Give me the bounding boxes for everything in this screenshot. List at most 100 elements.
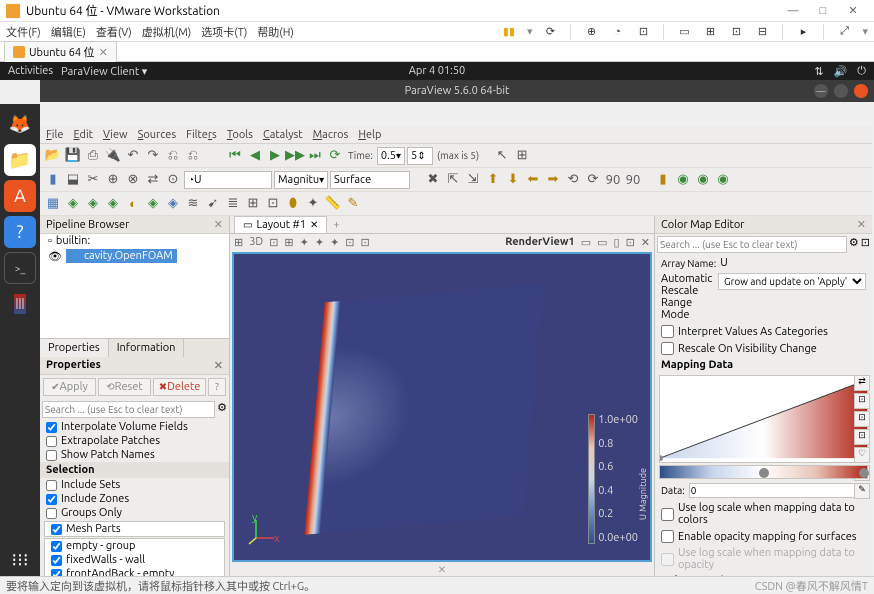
tool-icon[interactable]: ◉ [714,171,732,189]
apply-button[interactable]: ✔Apply [43,378,96,396]
tool-icon[interactable]: ▮ [654,171,672,189]
tool-icon[interactable]: ✂ [84,171,102,189]
tool-icon[interactable]: ⊕ [583,24,599,40]
rescale-mode-select[interactable]: Grow and update on 'Apply' [718,273,866,290]
tool-icon[interactable]: ◔ [609,24,625,40]
tool-icon[interactable]: ⬓ [64,171,82,189]
help-button[interactable]: ? [208,378,226,396]
tool-icon[interactable]: ▭ [581,236,591,249]
chk-opac-map[interactable] [661,530,674,543]
pv-menu-file[interactable]: File [46,129,63,141]
tool-icon[interactable]: ⟲ [564,171,582,189]
tool-icon[interactable]: ⊡ [728,24,744,40]
tool-icon[interactable]: ⊞ [284,236,293,249]
axis-icon[interactable]: ⬇ [504,171,522,189]
filter-icon[interactable]: ◈ [164,195,182,213]
filter-icon[interactable]: ◈ [64,195,82,213]
win-max-icon[interactable] [834,84,848,98]
colormap-search-input[interactable] [657,236,847,253]
time-value[interactable]: 0.5 ▾ [377,147,405,165]
dock-files-icon[interactable]: 📁 [4,144,36,176]
pv-menu-tools[interactable]: Tools [227,129,253,141]
chk-interp-cat[interactable] [661,325,674,338]
component-select[interactable]: Magnitu▾ [274,171,328,189]
color-preset-strip[interactable] [659,465,868,479]
pv-menu-edit[interactable]: Edit [73,129,93,141]
menu-view[interactable]: 查看(V) [96,24,132,40]
tool-icon[interactable]: ↖ [493,147,511,165]
filter-icon[interactable]: ⬮ [284,195,302,213]
filter-icon[interactable]: ⊞ [244,195,262,213]
layout-tab[interactable]: ▭ Layout #1 ✕ [234,216,327,234]
settings-icon[interactable]: ⚙ [849,236,859,253]
panel-close-icon[interactable]: ✕ [230,564,654,576]
transfer-function-editor[interactable] [659,375,868,463]
tool-icon[interactable]: 3D [249,236,263,248]
redo-icon[interactable]: ↷ [144,147,162,165]
win-min-icon[interactable]: — [814,84,828,98]
dock-apps-icon[interactable]: ⁝⁝⁝ [4,544,36,576]
tool-icon[interactable]: ⎌ [184,147,202,165]
representation-select[interactable]: Surface [330,171,410,189]
vm-tab[interactable]: Ubuntu 64 位 ✕ [4,41,117,62]
app-menu[interactable]: ParaView Client ▾ [61,65,147,78]
dock-software-icon[interactable]: A [4,180,36,212]
sound-icon[interactable]: 🔊 [834,65,848,78]
last-frame-icon[interactable]: ⏭ [306,147,324,165]
panel-close-icon[interactable]: ✕ [214,218,223,231]
chk-rescale-vis[interactable] [661,342,674,355]
filter-icon[interactable]: 📏 [324,195,342,213]
properties-search-input[interactable] [42,401,215,418]
tool-icon[interactable]: ⊗ [124,171,142,189]
chk-grponly[interactable] [46,508,57,519]
tool-icon[interactable]: ⊕ [104,171,122,189]
filter-icon[interactable]: ◈ [104,195,122,213]
tool-icon[interactable]: 90 [604,171,622,189]
tool-icon[interactable]: ⊞ [513,147,531,165]
chk-meshpart[interactable] [51,569,62,577]
power-icon[interactable]: ⏻ [857,65,866,78]
next-frame-icon[interactable]: ▶▶ [286,147,304,165]
cm-btn-icon[interactable]: ⇄ [854,375,870,391]
pipeline-item[interactable]: 👁 cavity.OpenFOAM [40,248,229,264]
delete-button[interactable]: ✖Delete [153,378,206,396]
tool-icon[interactable]: ⊞ [702,24,718,40]
tool-icon[interactable]: ⊡ [635,24,651,40]
tool-icon[interactable]: ⊙ [164,171,182,189]
pv-menu-catalyst[interactable]: Catalyst [263,129,303,141]
cm-btn-icon[interactable]: ✎ [854,483,870,499]
tool-icon[interactable]: ▸ [795,24,811,40]
tool-icon[interactable]: ✦ [315,236,324,249]
filter-icon[interactable]: ➹ [204,195,222,213]
pipeline-browser[interactable]: ▫ builtin: 👁 cavity.OpenFOAM [40,234,229,338]
tool-icon[interactable]: ◉ [694,171,712,189]
dock-terminal-icon[interactable]: >_ [4,252,36,284]
cm-btn-icon[interactable]: ⊡ [854,429,870,445]
chk-meshpart[interactable] [51,541,62,552]
tool-icon[interactable]: ⊞ [234,236,243,249]
maximize-button[interactable]: □ [808,5,838,17]
undo-icon[interactable]: ↶ [124,147,142,165]
tool-icon[interactable]: 90 [624,171,642,189]
tool-icon[interactable]: ⊡ [861,236,870,253]
chk-interp[interactable] [46,422,57,433]
properties-body[interactable]: Interpolate Volume Fields Extrapolate Pa… [40,420,229,576]
tool-icon[interactable]: ⟳ [584,171,602,189]
color-by-select[interactable]: ◔ U [184,171,272,189]
menu-help[interactable]: 帮助(H) [257,24,294,40]
activities-button[interactable]: Activities [8,65,53,77]
menu-tabs[interactable]: 选项卡(T) [201,24,247,40]
open-icon[interactable]: 📂 [44,147,62,165]
tab-information[interactable]: Information [109,339,185,357]
filter-icon[interactable]: ◐ [124,195,142,213]
dock-help-icon[interactable]: ? [4,216,36,248]
minimize-button[interactable]: — [778,5,808,17]
filter-icon[interactable]: ◈ [144,195,162,213]
chk-extrap[interactable] [46,436,57,447]
dock-firefox-icon[interactable]: 🦊 [4,108,36,140]
tool-icon[interactable]: ✦ [300,236,309,249]
tool-icon[interactable]: ⊡ [345,236,354,249]
tool-icon[interactable]: ⊡ [361,236,370,249]
tool-icon[interactable]: ▯ [614,236,620,249]
win-close-icon[interactable] [854,84,868,98]
